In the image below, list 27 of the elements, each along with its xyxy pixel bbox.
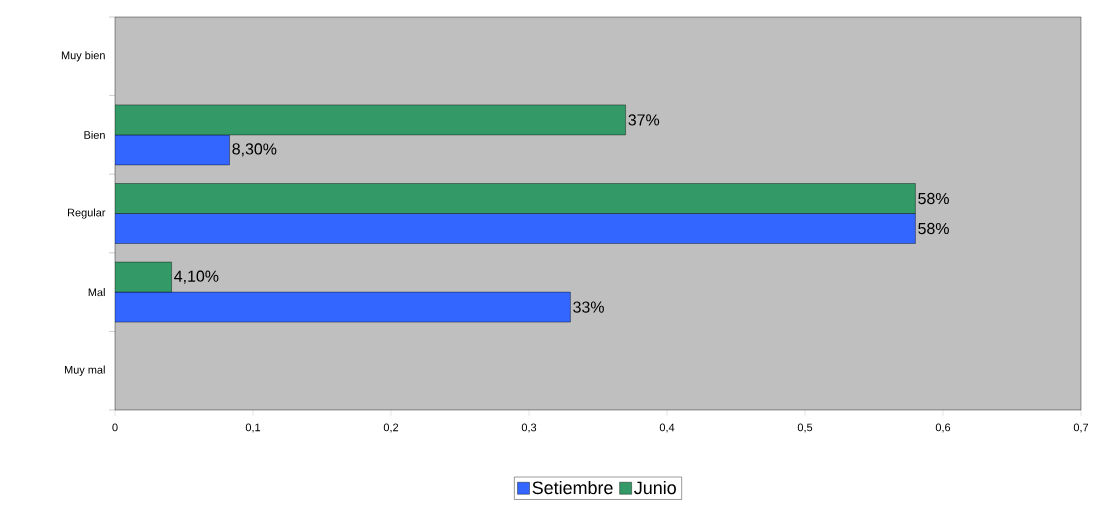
bar [115,291,571,323]
x-tick-label: 0,1 [245,423,261,433]
data-label: 4,10% [174,270,219,284]
y-tick-label: Bien [84,130,105,139]
x-tick-label: 0,5 [797,423,813,433]
x-tick-label: 0,7 [1073,423,1089,433]
legend-label: Junio [634,480,676,495]
data-label: 37% [628,114,660,126]
x-tick-label: 0,3 [521,423,537,433]
data-label: 33% [573,301,604,313]
x-tick-label: 0 [112,423,118,432]
data-label: 58% [918,222,949,235]
y-tick-label: Muy bien [61,51,105,62]
y-tick-label: Muy mal [64,365,105,376]
bar [115,104,626,136]
y-tick-label: Mal [88,288,105,297]
x-tick-label: 0,6 [935,423,951,433]
x-tick-label: 0,4 [659,423,675,433]
legend-label: Setiembre [532,480,613,495]
y-tick-label: Regular [68,208,106,219]
bar [115,261,172,293]
bar [115,213,916,244]
data-label: 58% [918,192,949,205]
x-tick-label: 0,2 [383,423,399,433]
bar [115,134,230,166]
data-label: 8,30% [232,143,277,157]
bar [115,183,916,214]
